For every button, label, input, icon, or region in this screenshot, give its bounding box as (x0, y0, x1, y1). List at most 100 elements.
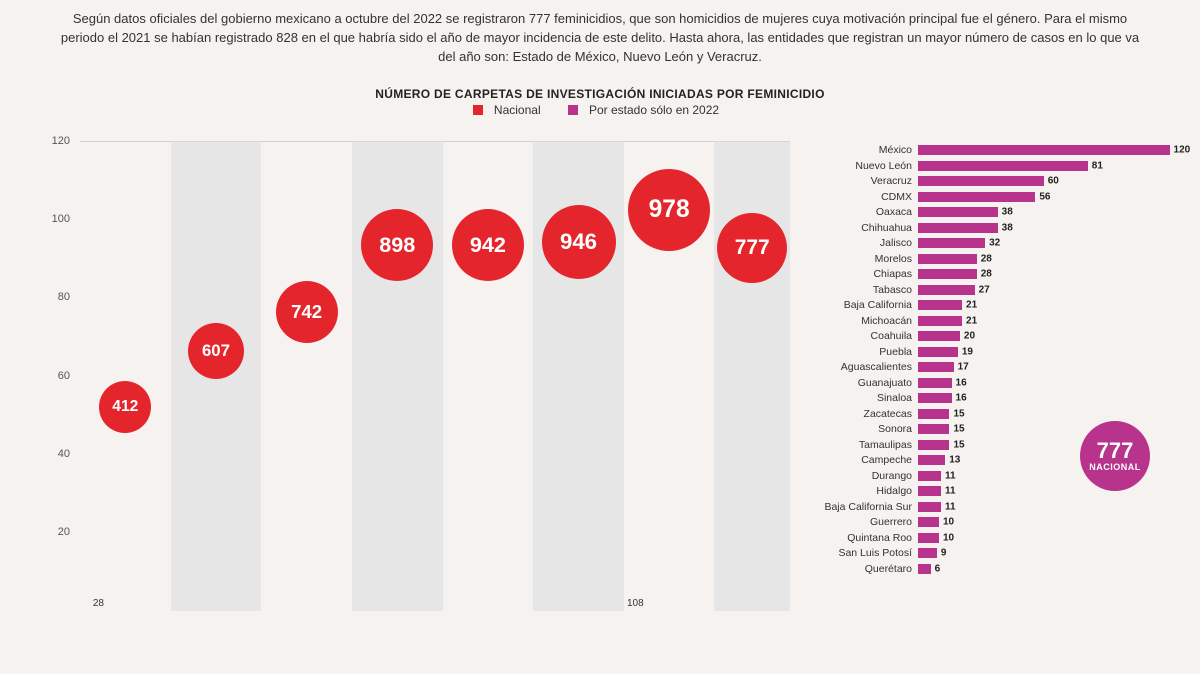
state-name-label: CDMX (810, 191, 918, 203)
state-bar (918, 269, 977, 279)
y-axis-tick: 40 (40, 448, 70, 460)
chart-subtitle: NÚMERO DE CARPETAS DE INVESTIGACIÓN INIC… (0, 87, 1200, 101)
year-total-bubble: 978 (628, 169, 710, 251)
state-value-label: 13 (949, 455, 960, 466)
state-value-label: 60 (1048, 176, 1059, 187)
state-value-label: 10 (943, 532, 954, 543)
y-axis-tick: 20 (40, 526, 70, 538)
state-name-label: Puebla (810, 346, 918, 358)
state-name-label: Hidalgo (810, 485, 918, 497)
state-bar-chart: 777 NACIONAL México120Nuevo León81Veracr… (800, 121, 1180, 651)
state-name-label: Veracruz (810, 175, 918, 187)
state-name-label: Michoacán (810, 315, 918, 327)
state-value-label: 38 (1002, 222, 1013, 233)
state-bar (918, 486, 941, 496)
state-name-label: Zacatecas (810, 408, 918, 420)
state-bar (918, 502, 941, 512)
state-bar (918, 548, 937, 558)
state-name-label: Aguascalientes (810, 361, 918, 373)
state-row: Coahuila20 (810, 329, 1180, 345)
state-name-label: Oaxaca (810, 206, 918, 218)
state-name-label: Nuevo León (810, 160, 918, 172)
state-value-label: 6 (935, 563, 941, 574)
state-row: San Luis Potosí9 (810, 546, 1180, 562)
state-bar (918, 455, 945, 465)
state-row: Hidalgo11 (810, 484, 1180, 500)
state-name-label: Baja California (810, 299, 918, 311)
legend-label-estado: Por estado sólo en 2022 (589, 103, 719, 117)
state-bar (918, 300, 962, 310)
state-row: CDMX 56 (810, 189, 1180, 205)
state-row: Morelos28 (810, 251, 1180, 267)
state-row: Puebla 19 (810, 344, 1180, 360)
state-value-label: 28 (981, 269, 992, 280)
state-value-label: 15 (953, 424, 964, 435)
state-name-label: Chihuahua (810, 222, 918, 234)
state-name-label: Durango (810, 470, 918, 482)
state-bar (918, 161, 1088, 171)
state-row: Querétaro6 (810, 561, 1180, 577)
state-row: Veracruz 60 (810, 174, 1180, 190)
state-row: Guanajuato 16 (810, 375, 1180, 391)
state-bar (918, 564, 931, 574)
state-bar (918, 285, 975, 295)
state-bar (918, 176, 1044, 186)
state-name-label: Sinaloa (810, 392, 918, 404)
state-name-label: Guerrero (810, 516, 918, 528)
state-row: Jalisco32 (810, 236, 1180, 252)
state-bar (918, 517, 939, 527)
state-bar (918, 145, 1170, 155)
state-bar (918, 347, 958, 357)
state-bar (918, 192, 1035, 202)
state-name-label: Quintana Roo (810, 532, 918, 544)
state-bar (918, 393, 952, 403)
state-value-label: 27 (979, 284, 990, 295)
state-row: Michoacán21 (810, 313, 1180, 329)
state-name-label: Coahuila (810, 330, 918, 342)
state-bar (918, 316, 962, 326)
legend-swatch-estado (568, 105, 578, 115)
state-name-label: Jalisco (810, 237, 918, 249)
state-name-label: Morelos (810, 253, 918, 265)
state-value-label: 56 (1039, 191, 1050, 202)
state-bar (918, 533, 939, 543)
state-name-label: Sonora (810, 423, 918, 435)
state-name-label: San Luis Potosí (810, 547, 918, 559)
state-value-label: 81 (1092, 160, 1103, 171)
state-row: México120 (810, 143, 1180, 159)
state-row: Chihuahua 38 (810, 220, 1180, 236)
state-row: Chiapas 28 (810, 267, 1180, 283)
year-total-bubble: 742 (276, 281, 338, 343)
state-bar (918, 331, 960, 341)
state-row: Baja California21 (810, 298, 1180, 314)
state-bar (918, 378, 952, 388)
state-value-label: 16 (956, 393, 967, 404)
state-bar (918, 254, 977, 264)
state-row: Tabasco27 (810, 282, 1180, 298)
state-name-label: Guanajuato (810, 377, 918, 389)
state-row: Aguascalientes 17 (810, 360, 1180, 376)
chart-legend: Nacional Por estado sólo en 2022 (0, 103, 1200, 117)
year-total-bubble: 898 (361, 209, 433, 281)
state-name-label: México (810, 144, 918, 156)
year-total-bubble: 946 (542, 205, 616, 279)
state-bar (918, 207, 998, 217)
state-value-label: 16 (956, 377, 967, 388)
state-name-label: Chiapas (810, 268, 918, 280)
state-value-label: 11 (945, 501, 956, 512)
state-row: Guerrero 10 (810, 515, 1180, 531)
state-value-label: 19 (962, 346, 973, 357)
state-bar (918, 223, 998, 233)
state-name-label: Baja California Sur (810, 501, 918, 513)
legend-label-nacional: Nacional (494, 103, 541, 117)
state-name-label: Tamaulipas (810, 439, 918, 451)
state-row: Quintana Roo 10 (810, 530, 1180, 546)
y-axis-tick: 100 (40, 213, 70, 225)
state-row: Zacatecas 15 (810, 406, 1180, 422)
year-total-bubble: 412 (99, 381, 151, 433)
state-value-label: 15 (953, 408, 964, 419)
state-value-label: 10 (943, 517, 954, 528)
state-value-label: 15 (953, 439, 964, 450)
state-value-label: 120 (1174, 145, 1191, 156)
state-value-label: 17 (958, 362, 969, 373)
